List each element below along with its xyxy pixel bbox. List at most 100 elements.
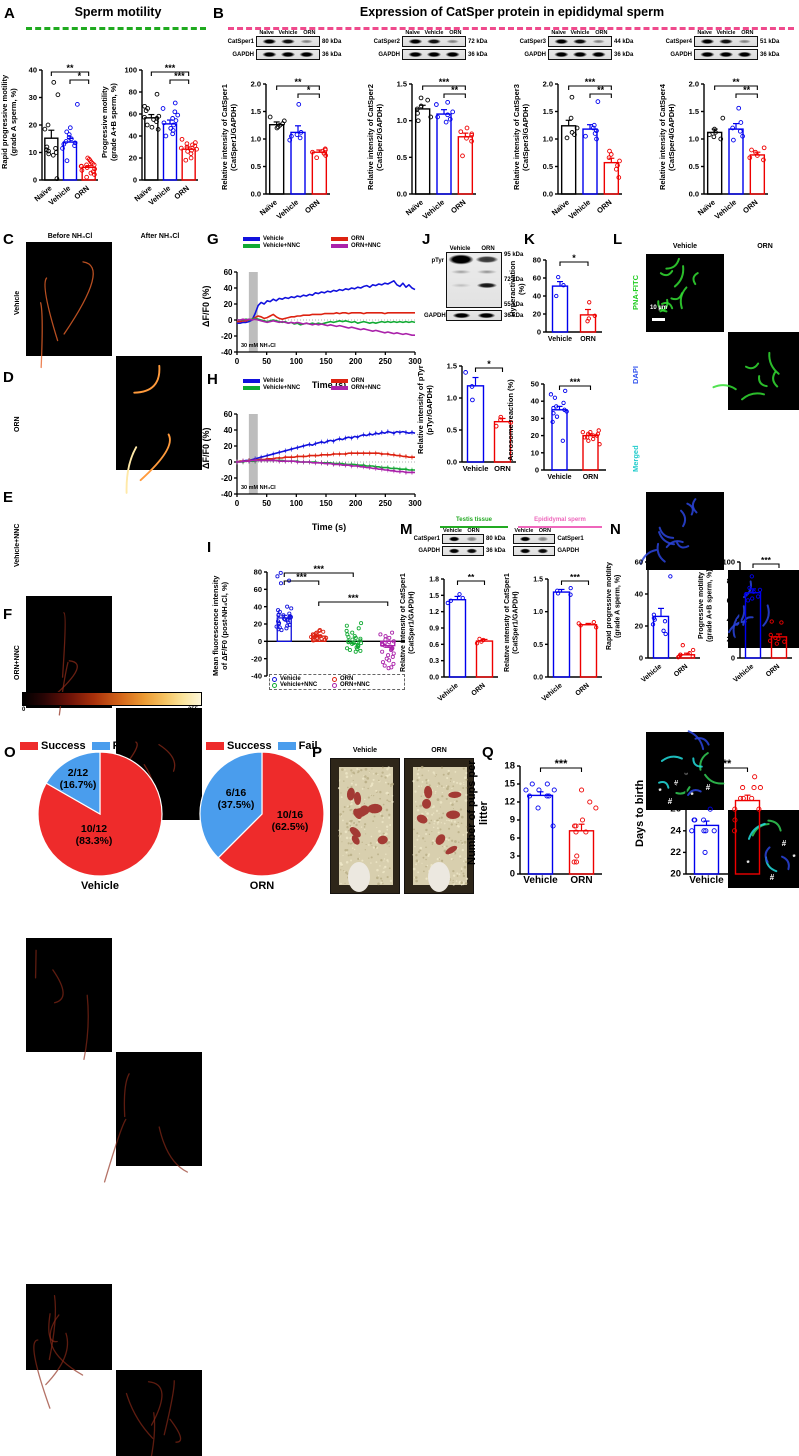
svg-text:0: 0 — [258, 637, 262, 646]
panelG-legend: Vehicle ORN Vehicle+NNC ORN+NNC — [243, 236, 415, 249]
svg-text:**: ** — [723, 758, 732, 770]
panel-O-pie-label-1: ORN — [249, 880, 275, 892]
svg-text:60: 60 — [224, 410, 233, 419]
svg-text:24: 24 — [670, 825, 681, 836]
panel-J-letter: J — [422, 231, 431, 248]
pie-label-count: 6/16 — [226, 787, 247, 799]
sperm-cell-trace — [52, 969, 64, 1004]
svg-text:150: 150 — [319, 499, 333, 508]
legend-item-success: Success — [206, 740, 272, 752]
blot-loading-label: GAPDH — [232, 51, 254, 58]
pie-label-percent: (16.7%) — [60, 779, 97, 791]
sperm-fluorescence-image — [26, 1284, 112, 1409]
pie-label-count: 10/12 — [81, 823, 107, 835]
pup — [445, 845, 458, 855]
panel-L-scalebar-line — [652, 318, 665, 321]
svg-text:0: 0 — [510, 869, 515, 880]
svg-text:***: *** — [555, 758, 569, 770]
legend-swatch — [243, 244, 260, 248]
legend-label: Fail — [298, 740, 318, 752]
blot-band-image — [548, 36, 612, 47]
svg-text:0.0: 0.0 — [397, 190, 407, 199]
svg-text:40: 40 — [254, 602, 262, 611]
svg-text:0.0: 0.0 — [447, 458, 457, 467]
sperm-stain-trace — [659, 270, 674, 277]
pie-slice-success — [217, 751, 325, 877]
pup — [353, 791, 362, 805]
blot-band-image — [513, 534, 556, 544]
sperm-stain-trace — [692, 757, 703, 768]
panel-B-blot-0: Naïve Vehicle ORN CatSper1 80 kDa GAPDH 36… — [214, 30, 360, 60]
sperm-cell-trace — [48, 1295, 57, 1361]
blot-band-image — [256, 36, 320, 47]
svg-text:0: 0 — [235, 499, 240, 508]
svg-text:20: 20 — [727, 634, 735, 643]
blot-band-image — [442, 546, 484, 556]
legend-label: Vehicle+NNC — [263, 385, 301, 391]
panel-L-fluorescence-image — [712, 332, 799, 410]
sperm-stain-trace — [658, 531, 676, 546]
svg-text:0: 0 — [639, 654, 643, 663]
blot-lane-label: ORN — [467, 528, 480, 534]
sperm-stain-trace — [691, 498, 698, 514]
sperm-cell-trace — [125, 1392, 154, 1439]
legend-swatch — [331, 237, 348, 241]
panel-P-images — [330, 758, 474, 894]
panel-M-group-title-sperm: Epididymal sperm — [534, 517, 586, 523]
panel-I-plot: -40 -20 0 20 40 60 80 *** *** *** — [219, 548, 409, 706]
legend-label: ORN+NNC — [351, 243, 381, 249]
svg-text:0: 0 — [731, 654, 735, 663]
pup — [416, 814, 428, 824]
svg-text:0.5: 0.5 — [689, 162, 699, 171]
sperm-cell-trace — [163, 1380, 175, 1436]
svg-text:60: 60 — [254, 585, 262, 594]
cage-photo-svg — [331, 759, 399, 893]
svg-text:**: ** — [468, 572, 475, 582]
panel-H-letter: H — [207, 371, 218, 388]
panel-L-col-header-orn: ORN — [757, 243, 773, 250]
pie-slice-fail — [199, 751, 263, 859]
blot-mw-label: 80 kDa — [322, 38, 342, 45]
panelR-ylabel: Days to birth — [634, 779, 646, 847]
blot-mw-label: 72 kDa — [504, 276, 524, 283]
sperm-stain-trace — [758, 375, 768, 388]
svg-text:ORN: ORN — [494, 464, 511, 473]
panel-J-chart-svg: 0.0 0.5 1.0 1.5 Vehicle ORN * — [447, 359, 516, 473]
svg-text:40: 40 — [533, 292, 541, 301]
panel-R-letter: R — [648, 744, 659, 761]
sperm-cell-trace — [158, 1126, 188, 1173]
blot-protein-label: CatSper1 — [557, 536, 584, 542]
svg-text:20: 20 — [670, 869, 681, 880]
blot-lane-label: Naïve — [259, 30, 274, 36]
panel-M-group-rule-sperm — [518, 526, 602, 528]
sperm-stain-trace — [659, 298, 669, 313]
sperm-stain-trace — [680, 509, 687, 528]
svg-text:100: 100 — [290, 499, 304, 508]
svg-text:1.0: 1.0 — [533, 609, 543, 616]
svg-text:40: 40 — [29, 66, 37, 75]
svg-text:*: * — [487, 359, 491, 369]
sperm-stain-trace — [768, 351, 780, 375]
svg-text:20: 20 — [224, 300, 233, 309]
sperm-trace-svg — [34, 949, 89, 1060]
panelG-svg: -40 -20 0 20 40 60 0 50 100 150 200 250 300 30 mM NH₄… — [221, 268, 422, 366]
panelQ-ylabel: Number of pups per litter — [466, 760, 490, 866]
panel-O-pie-wrap-0: 2/12 (16.7%) 10/12 (83.3%) — [20, 751, 180, 882]
svg-text:**: ** — [294, 77, 302, 87]
panel-M-letter: M — [400, 521, 413, 538]
blot-lane-label: Naïve — [697, 30, 712, 36]
svg-text:50: 50 — [531, 380, 539, 389]
blot-mw-label: 51 kDa — [760, 38, 780, 45]
blot-lane-label: ORN — [481, 246, 495, 252]
svg-text:20: 20 — [129, 154, 137, 163]
panel-O-pie-label-0: Vehicle — [81, 880, 119, 892]
panel-J-blot: Vehicle ORN pTyr 95 kDa 72 kDa 55 kDa GA… — [424, 246, 523, 321]
svg-text:Vehicle: Vehicle — [548, 336, 572, 343]
sperm-cell-trace — [45, 1332, 69, 1386]
legend-label: Vehicle+NNC — [263, 243, 301, 249]
svg-text:30: 30 — [29, 93, 37, 102]
panel-O-legend-1: Success Fail — [206, 740, 318, 752]
